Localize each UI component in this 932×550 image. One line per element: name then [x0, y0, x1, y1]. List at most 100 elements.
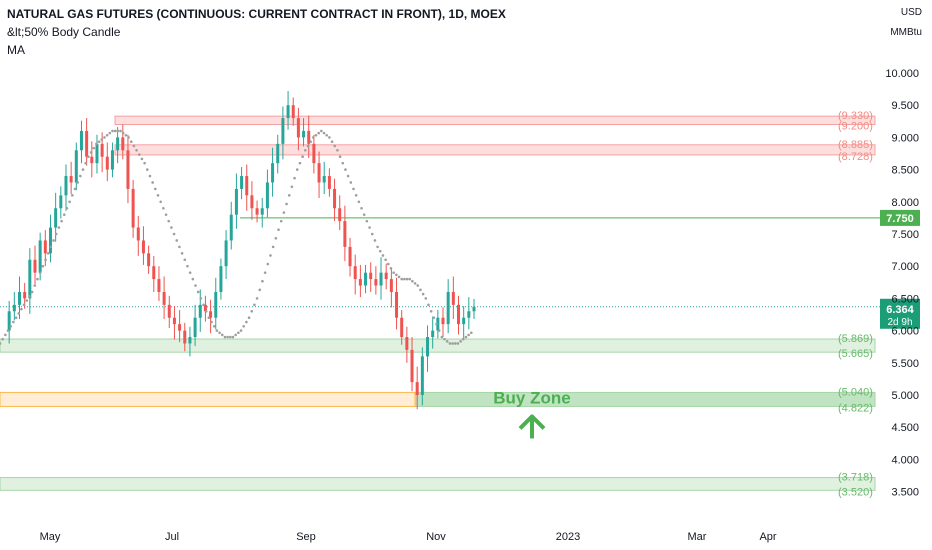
ma-dot	[175, 239, 179, 242]
ma-dot	[290, 185, 294, 189]
red-zone-1-bottom-label: (9.200)	[838, 121, 873, 133]
candle-body	[457, 304, 461, 325]
candle-body	[12, 304, 16, 312]
candle-body	[188, 337, 192, 344]
candle-body	[90, 156, 94, 164]
y-axis[interactable]: 10.000 9.500 9.000 8.500 8.000 7.500 7.000 6.50…	[885, 68, 919, 499]
candle-body	[74, 150, 78, 183]
candle-body	[229, 214, 233, 241]
ma-dot	[62, 213, 66, 216]
ma-dot	[237, 331, 240, 335]
ma-dot	[352, 187, 355, 191]
candle-body	[240, 176, 244, 189]
ma-dot	[164, 213, 168, 216]
currency-label[interactable]: USD	[900, 7, 922, 18]
candle-body	[214, 291, 218, 318]
ma-dot	[373, 239, 377, 242]
ma-dot	[287, 194, 291, 197]
ma-dot	[156, 194, 160, 197]
ma-dot	[46, 252, 50, 255]
ma-dot	[103, 136, 106, 139]
green-zone-3-top-label: (3.718)	[838, 472, 873, 484]
ma-dot	[6, 329, 10, 332]
candle-body	[198, 304, 202, 318]
candle-body	[69, 176, 73, 183]
candle-body	[379, 272, 383, 286]
ma-dot	[148, 174, 152, 178]
candle-body	[389, 279, 393, 292]
candle-body	[410, 349, 414, 383]
ma-dot	[424, 297, 428, 300]
ma-dot	[456, 342, 460, 345]
ma-dot	[387, 262, 390, 266]
ma-dot	[354, 194, 358, 197]
ma-dot	[453, 342, 457, 345]
ma-dot	[162, 206, 165, 210]
ma-dot	[95, 142, 98, 146]
ma-dot	[229, 335, 232, 339]
x-tick-label: Mar	[688, 531, 707, 543]
zones: (9.330)(9.200) (8.885)(8.728) (5.869) (5.66…	[0, 110, 876, 498]
ma-dot	[172, 232, 176, 236]
candle-body	[141, 240, 145, 254]
candle-body	[17, 291, 21, 305]
orange-zone	[0, 391, 416, 407]
candle-body	[307, 130, 311, 144]
red-zone-2-bottom-label: (8.728)	[838, 151, 873, 163]
indicator-body-candle[interactable]: &lt;50% Body Candle	[7, 25, 121, 39]
candle-body	[59, 195, 63, 209]
candle-body	[446, 291, 450, 325]
y-tick-label: 8.500	[891, 165, 919, 177]
unit-label[interactable]: MMBtu	[890, 27, 922, 38]
candle-body	[54, 208, 58, 228]
ma-dot	[132, 144, 136, 148]
ma-dot	[124, 133, 128, 137]
ma-dot	[1, 337, 4, 341]
ma-dot	[76, 181, 79, 184]
ma-dot	[322, 131, 326, 135]
ma-dot	[419, 288, 422, 292]
candle-body	[167, 304, 171, 318]
candle-body	[121, 137, 125, 151]
candle-body	[276, 143, 280, 164]
ma-dot	[467, 333, 470, 337]
y-tick-label: 9.000	[891, 132, 919, 144]
red-zone-1-top-label: (9.330)	[838, 110, 873, 122]
ma-dot	[328, 136, 331, 139]
ma-dot	[274, 236, 278, 240]
chart-title: NATURAL GAS FUTURES (CONTINUOUS: CURRENT…	[7, 7, 506, 21]
ma-dot	[338, 155, 342, 159]
indicator-ma[interactable]: MA	[7, 43, 25, 57]
last-price-countdown: 2d 9h	[887, 317, 912, 328]
candle-body	[384, 272, 388, 280]
ma-dot	[432, 316, 436, 320]
ma-dot	[245, 320, 248, 324]
ma-dot	[242, 325, 245, 328]
ma-dot	[397, 275, 401, 279]
ma-dot	[295, 168, 299, 171]
candle-body	[451, 291, 455, 305]
ma-dot	[320, 129, 323, 133]
candle-body	[219, 266, 223, 292]
candle-body	[431, 330, 435, 338]
ma-dot	[137, 153, 141, 156]
x-axis[interactable]: May Jul Sep Nov 2023 Mar Apr	[40, 531, 777, 543]
red-zone-2	[114, 144, 876, 156]
ma-dot	[266, 262, 270, 266]
ma-dot	[89, 151, 93, 154]
ma-dot	[392, 271, 395, 274]
ma-dot	[443, 337, 446, 341]
ma-dot	[151, 181, 154, 184]
ma-dot	[41, 264, 45, 268]
ma-dot	[143, 161, 146, 165]
ma-dot	[121, 131, 125, 135]
red-zone-2-top-label: (8.885)	[838, 139, 873, 151]
ma-dot	[279, 219, 283, 223]
ma-dot	[100, 138, 104, 141]
ma-dot	[210, 320, 213, 324]
candle-body	[312, 143, 316, 164]
ma-dot	[341, 161, 345, 165]
candle-body	[255, 208, 259, 215]
candle-body	[234, 188, 238, 215]
